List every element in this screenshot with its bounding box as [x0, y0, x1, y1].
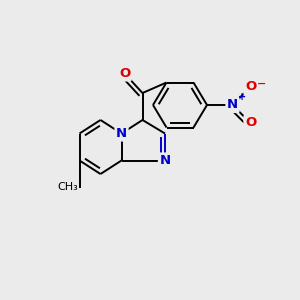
Text: −: −	[257, 79, 267, 89]
Text: CH₃: CH₃	[57, 182, 78, 193]
Text: O: O	[245, 116, 256, 130]
Text: N: N	[116, 127, 127, 140]
Text: O: O	[245, 80, 256, 94]
Text: N: N	[159, 154, 171, 167]
Text: +: +	[238, 92, 246, 103]
Text: N: N	[227, 98, 238, 112]
Text: O: O	[119, 67, 130, 80]
